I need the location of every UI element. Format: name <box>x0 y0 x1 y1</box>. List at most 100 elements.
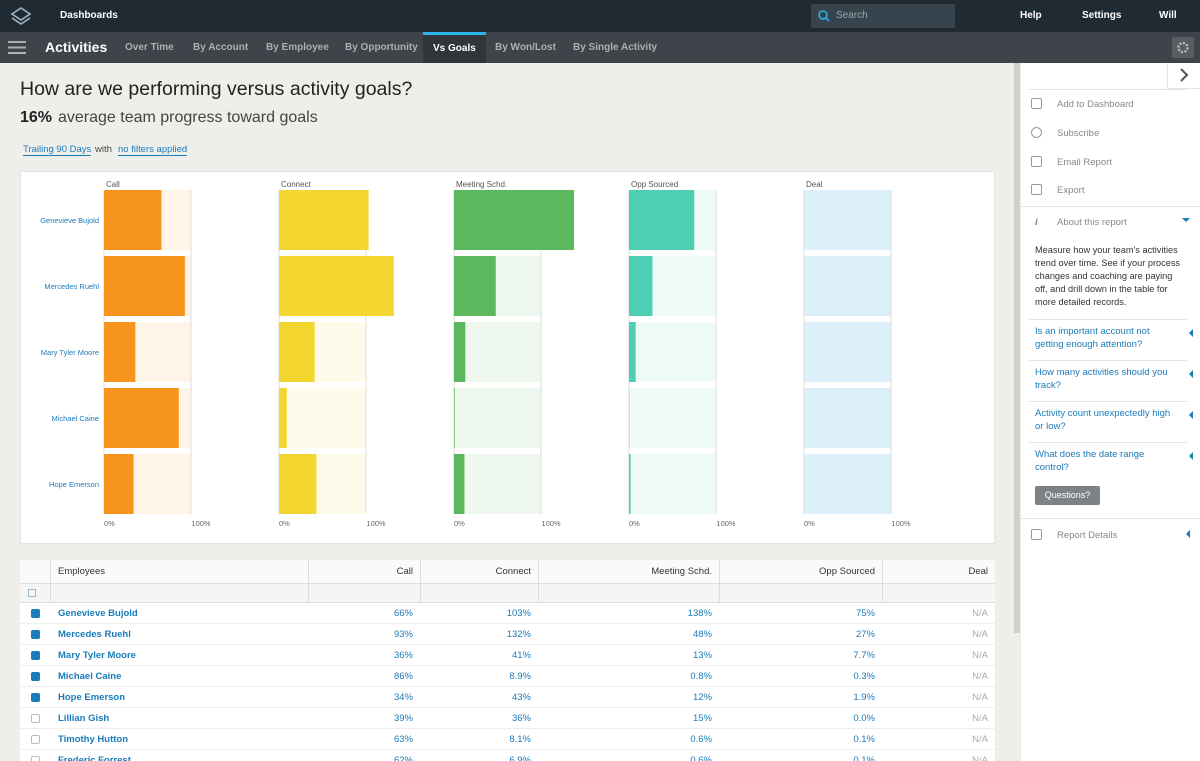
x-tick-label: 0% <box>804 519 815 528</box>
table-cell: N/A <box>972 671 988 682</box>
goal-band <box>454 388 541 448</box>
question-link[interactable]: Is an important account not getting enou… <box>1035 325 1193 351</box>
column-divider <box>420 560 421 603</box>
about-title: About this report <box>1057 217 1127 228</box>
employee-link[interactable]: Michael Caine <box>58 671 122 682</box>
row-checkbox[interactable] <box>31 714 40 723</box>
employee-link[interactable]: Mercedes Ruehl <box>58 629 131 640</box>
expand-caret <box>1182 218 1190 222</box>
question-link[interactable]: Activity count unexpectedly high or low? <box>1035 407 1193 433</box>
employee-link[interactable]: Mary Tyler Moore <box>58 650 136 661</box>
goal-band <box>804 322 891 382</box>
nav-tab[interactable]: By Won/Lost <box>495 42 556 53</box>
action-label: Export <box>1057 185 1085 196</box>
goal-band <box>279 388 366 448</box>
question-link[interactable]: What does the date range control? <box>1035 448 1193 474</box>
row-checkbox[interactable] <box>31 756 40 761</box>
table-cell: N/A <box>972 608 988 619</box>
bar <box>279 256 394 316</box>
divider <box>1029 442 1187 443</box>
table-cell: 48% <box>692 629 712 640</box>
table-cell: 86% <box>393 671 413 682</box>
column-header[interactable]: Deal <box>968 566 988 577</box>
divider <box>1021 518 1200 519</box>
page-title: How are we performing versus activity go… <box>20 78 413 100</box>
employee-link[interactable]: Genevieve Bujold <box>58 608 138 619</box>
bar <box>279 454 317 514</box>
about-header[interactable]: i About this report <box>1035 217 1127 228</box>
column-header[interactable]: Call <box>396 566 413 577</box>
nav-tab[interactable]: By Opportunity <box>345 42 418 53</box>
question-link[interactable]: How many activities should you track? <box>1035 366 1193 392</box>
row-checkbox[interactable] <box>31 651 40 660</box>
table-cell: 43% <box>511 692 531 703</box>
bar <box>279 388 287 448</box>
divider <box>1029 360 1187 361</box>
bar <box>629 190 695 250</box>
email-report[interactable]: Email Report <box>1031 156 1112 168</box>
row-checkbox[interactable] <box>31 693 40 702</box>
nav-tab[interactable]: By Employee <box>266 42 329 53</box>
gear-button[interactable] <box>1172 37 1194 58</box>
table-cell: 132% <box>506 629 531 640</box>
column-header[interactable]: Connect <box>495 566 531 577</box>
column-divider <box>719 560 720 603</box>
subscribe[interactable]: Subscribe <box>1031 127 1099 139</box>
sidebar: Add to Dashboard Subscribe Email Report … <box>1021 63 1200 761</box>
nav-tab[interactable]: Vs Goals <box>423 32 486 63</box>
table-cell: 15% <box>692 713 712 724</box>
employee-link[interactable]: Hope Emerson <box>58 692 126 703</box>
hamburger[interactable] <box>8 41 26 54</box>
logo[interactable] <box>10 6 32 26</box>
date-range-link[interactable]: Trailing 90 Days <box>23 144 92 156</box>
row-checkbox[interactable] <box>31 672 40 681</box>
employee-link[interactable]: Timothy Hutton <box>58 734 129 745</box>
panel-title: Call <box>106 180 120 189</box>
table-cell: 12% <box>692 692 712 703</box>
export[interactable]: Export <box>1031 184 1085 196</box>
row-checkbox[interactable] <box>31 630 40 639</box>
table-cell: 8.1% <box>509 734 531 745</box>
panel-title: Meeting Schd. <box>456 180 507 189</box>
scrollbar[interactable] <box>1014 63 1020 633</box>
column-header[interactable]: Employees <box>58 566 105 577</box>
category-label: Mercedes Ruehl <box>44 282 99 291</box>
nav-tab[interactable]: By Account <box>193 42 249 53</box>
row-line <box>20 749 995 750</box>
header-row <box>20 560 995 584</box>
search-box[interactable]: Search <box>811 4 955 28</box>
dashboards-menu[interactable]: Dashboards <box>60 10 118 21</box>
table-cell: 66% <box>393 608 413 619</box>
column-header[interactable]: Opp Sourced <box>819 566 875 577</box>
nav-tab[interactable]: By Single Activity <box>573 42 658 53</box>
bar <box>104 454 134 514</box>
filters-link[interactable]: no filters applied <box>118 144 188 156</box>
table-cell: 0.1% <box>853 755 875 761</box>
settings-menu[interactable]: Settings <box>1082 10 1122 21</box>
category-label: Michael Caine <box>51 414 99 423</box>
column-header[interactable]: Meeting Schd. <box>651 566 712 577</box>
row-checkbox[interactable] <box>31 609 40 618</box>
search-placeholder: Search <box>836 10 868 21</box>
user-menu[interactable]: Will <box>1159 10 1177 21</box>
employee-link[interactable]: Lillian Gish <box>58 713 110 724</box>
divider <box>1029 319 1187 320</box>
collapse-button[interactable] <box>1167 63 1200 89</box>
help-menu[interactable]: Help <box>1020 10 1042 21</box>
chevron <box>1180 68 1189 82</box>
add-dashboard[interactable]: Add to Dashboard <box>1031 98 1134 110</box>
questions-button[interactable]: Questions? <box>1035 486 1100 505</box>
bar <box>629 454 631 514</box>
table-cell: 36% <box>393 650 413 661</box>
action-label: Email Report <box>1057 157 1112 168</box>
gear-icon <box>1177 41 1189 54</box>
employee-link[interactable]: Frederic Forrest <box>58 755 131 761</box>
report-details[interactable]: Report Details <box>1031 529 1117 541</box>
table-cell: 62% <box>393 755 413 761</box>
nav-tab[interactable]: Over Time <box>125 42 174 53</box>
search-icon <box>818 10 830 22</box>
table-cell: 0.3% <box>853 671 875 682</box>
row-checkbox[interactable] <box>31 735 40 744</box>
table-cell: 0.0% <box>853 713 875 724</box>
